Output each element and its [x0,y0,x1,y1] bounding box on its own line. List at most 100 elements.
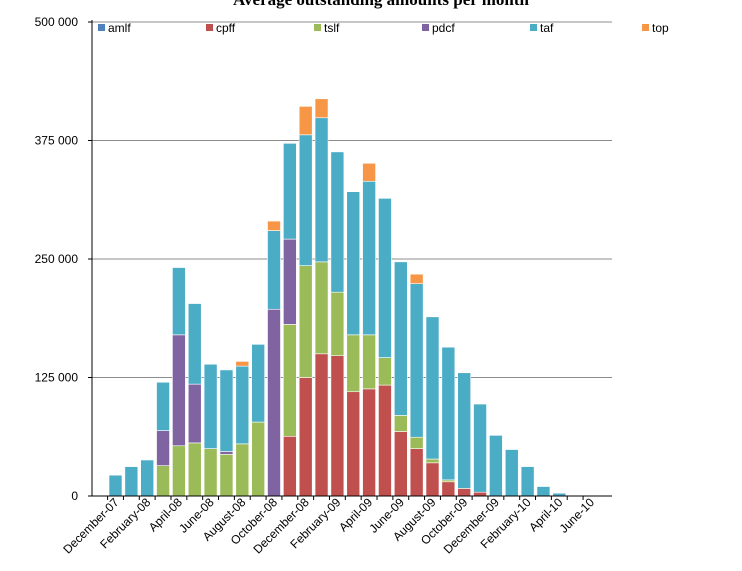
bar-segment-cpff [473,491,487,497]
bar-segment-pdcf [187,383,202,444]
bar-segment-tslf [203,448,218,497]
bar-segment-tslf [251,421,265,497]
bar-segment-taf [536,486,551,497]
bar-segment-taf [457,372,472,489]
bar-segment-taf [156,381,170,431]
bar-segment-cpff [346,391,361,497]
bar-segment-taf [283,143,297,240]
bar-segment-taf [346,191,361,336]
legend-swatch [98,24,105,31]
legend-item-cpff: cpff [206,21,236,35]
y-tick-label: 500 000 [35,15,79,29]
bars [108,98,567,497]
legend-swatch [642,24,649,31]
bar-segment-tslf [330,291,345,356]
bar-segment-cpff [378,384,392,497]
bar-segment-taf [140,459,154,497]
bar-segment-top [314,98,329,119]
bar-segment-taf [378,198,392,358]
bar-segment-cpff [298,377,313,497]
bar-segment-tslf [425,458,440,464]
bar-segment-cpff [362,388,376,497]
bar-segment-pdcf [172,334,186,447]
bar-segment-cpff [425,462,440,497]
bar-segment-cpff [330,355,345,497]
legend-label: top [652,21,669,35]
legend-swatch [422,24,429,31]
bar-segment-taf [108,474,123,497]
legend-label: cpff [216,21,236,35]
bar-segment-top [267,220,281,231]
x-tick-label: June-10 [557,495,598,536]
bar-segment-taf [520,466,535,497]
bar-segment-taf [314,117,329,263]
legend-swatch [530,24,537,31]
legend-label: tslf [324,21,340,35]
bar-segment-taf [219,369,234,452]
bar-segment-cpff [393,431,408,497]
bar-segment-top [235,361,250,367]
bar-segment-taf [441,346,456,481]
legend-item-top: top [642,21,669,35]
bar-segment-tslf [346,334,361,393]
legend-item-pdcf: pdcf [422,21,455,35]
bar-segment-cpff [441,481,456,497]
bar-segment-tslf [393,415,408,432]
bar-segment-cpff [409,448,424,497]
bar-segment-tslf [283,324,297,437]
bar-segment-tslf [156,465,170,497]
axes [91,20,612,500]
legend-swatch [206,24,213,31]
legend-swatch [314,24,321,31]
bar-segment-taf [172,267,186,336]
y-tick-labels: 0 125 000 250 000 375 000 500 000 [35,15,79,503]
bar-segment-taf [251,344,265,423]
legend: amlf cpff tslf pdcf taf top [98,21,669,35]
bar-segment-tslf [409,436,424,449]
bar-segment-top [298,106,313,136]
legend-item-taf: taf [530,21,554,35]
bar-segment-taf [409,283,424,438]
bar-segment-taf [393,261,408,416]
bar-segment-taf [362,180,376,336]
bar-segment-tslf [219,453,234,497]
y-tick-label: 125 000 [35,371,79,385]
bar-segment-taf [124,466,139,497]
bar-segment-top [409,273,424,284]
x-tick-labels: December-07February-08April-08June-08Aug… [60,495,597,557]
bar-segment-taf [203,363,218,449]
bar-segment-pdcf [267,308,281,497]
bar-segment-pdcf [156,430,170,466]
legend-label: pdcf [432,21,455,35]
bar-segment-tslf [362,334,376,390]
bar-segment-taf [489,435,503,497]
bar-segment-taf [330,151,345,293]
legend-item-tslf: tslf [314,21,340,35]
bar-segment-tslf [172,445,186,497]
legend-item-amlf: amlf [98,21,131,35]
bar-segment-tslf [314,261,329,355]
bar-segment-taf [473,403,487,493]
bar-segment-cpff [314,353,329,497]
legend-label: amlf [108,21,131,35]
bar-segment-cpff [283,435,297,497]
bar-segment-taf [187,303,202,385]
bar-segment-tslf [187,442,202,497]
chart-title: Average outstanding amounts per month [233,0,529,9]
bar-segment-taf [298,134,313,266]
y-tick-label: 250 000 [35,252,79,266]
legend-label: taf [540,21,554,35]
bar-segment-taf [425,316,440,460]
y-tick-label: 0 [71,489,78,503]
bar-segment-tslf [378,357,392,386]
bar-segment-top [362,162,376,182]
bar-segment-taf [504,449,519,497]
bar-segment-taf [235,365,250,445]
bar-segment-tslf [298,265,313,378]
bar-segment-pdcf [219,451,234,455]
bar-segment-pdcf [283,238,297,325]
bar-segment-taf [267,230,281,310]
y-tick-label: 375 000 [35,134,79,148]
bar-segment-tslf [235,443,250,497]
